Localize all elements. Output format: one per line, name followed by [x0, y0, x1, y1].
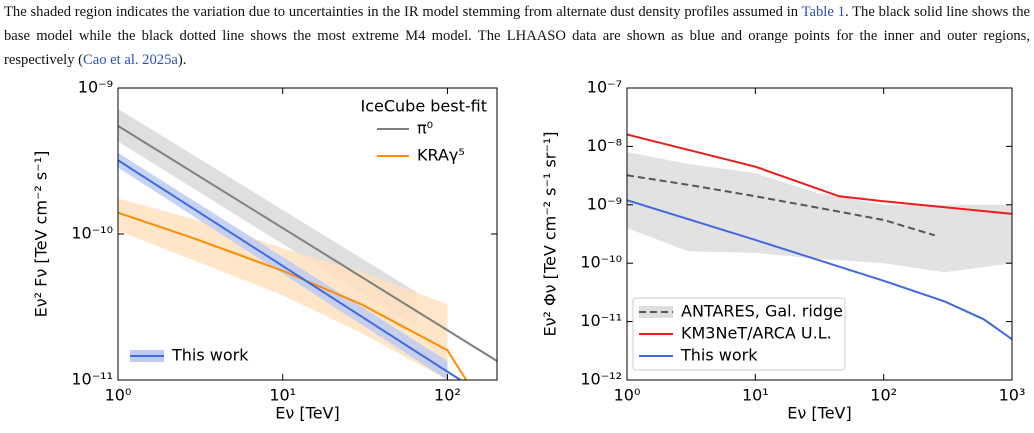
x-tick-label: 10¹ — [742, 386, 769, 405]
plot-area — [118, 108, 497, 380]
series-line — [627, 133, 1012, 215]
y-tick-label: 10⁻⁷ — [587, 78, 622, 97]
x-axis-label: Eν [TeV] — [275, 404, 339, 423]
citation-link[interactable]: Cao et al. 2025a — [83, 52, 178, 68]
y-tick-label: 10⁻¹² — [580, 370, 622, 389]
y-tick-label: 10⁻⁹ — [78, 78, 113, 97]
legend-label: KM3NeT/ARCA U.L. — [681, 324, 832, 343]
x-tick-label: 10⁰ — [614, 386, 641, 405]
y-tick-label: 10⁻¹¹ — [71, 370, 113, 389]
legend-label: This work — [171, 346, 249, 365]
legend-label: π⁰ — [417, 119, 433, 138]
x-tick-label: 10² — [434, 386, 461, 405]
uncertainty-band — [118, 198, 448, 380]
y-tick-label: 10⁻¹⁰ — [71, 224, 113, 243]
y-tick-label: 10⁻⁹ — [587, 194, 622, 213]
series-line — [627, 199, 1012, 340]
x-tick-label: 10³ — [999, 386, 1026, 405]
y-axis-label: Eν² Φν [TeV cm⁻² s⁻¹ sr⁻¹] — [541, 132, 560, 337]
x-tick-label: 10¹ — [269, 386, 296, 405]
caption: The shaded region indicates the variatio… — [4, 0, 1030, 72]
legend-label: ANTARES, Gal. ridge — [681, 302, 843, 321]
y-tick-label: 10⁻⁸ — [587, 136, 622, 155]
y-axis-label: Eν² Fν [TeV cm⁻² s⁻¹] — [32, 151, 51, 318]
x-tick-label: 10⁰ — [105, 386, 132, 405]
series-line — [118, 211, 468, 380]
legend-title: IceCube best-fit — [361, 97, 488, 116]
legend-frame — [632, 297, 846, 371]
table-link[interactable]: Table 1 — [801, 4, 845, 20]
caption-text: The shaded region indicates the variatio… — [4, 4, 802, 20]
caption-text: . The black solid line shows the base mo… — [4, 4, 1030, 68]
x-axis-label: Eν [TeV] — [787, 404, 851, 423]
series-line — [627, 174, 936, 237]
legend-label: This work — [680, 346, 758, 365]
plot-area — [627, 133, 1012, 340]
legend-label: KRAγ⁵ — [417, 146, 465, 165]
uncertainty-band — [627, 152, 1012, 273]
caption-text: ). — [177, 52, 187, 68]
series-line — [118, 159, 462, 380]
series-line — [118, 125, 497, 362]
y-tick-label: 10⁻¹¹ — [580, 311, 622, 330]
x-tick-label: 10² — [870, 386, 897, 405]
y-tick-label: 10⁻¹⁰ — [580, 253, 622, 272]
axes-frame — [626, 87, 1013, 381]
